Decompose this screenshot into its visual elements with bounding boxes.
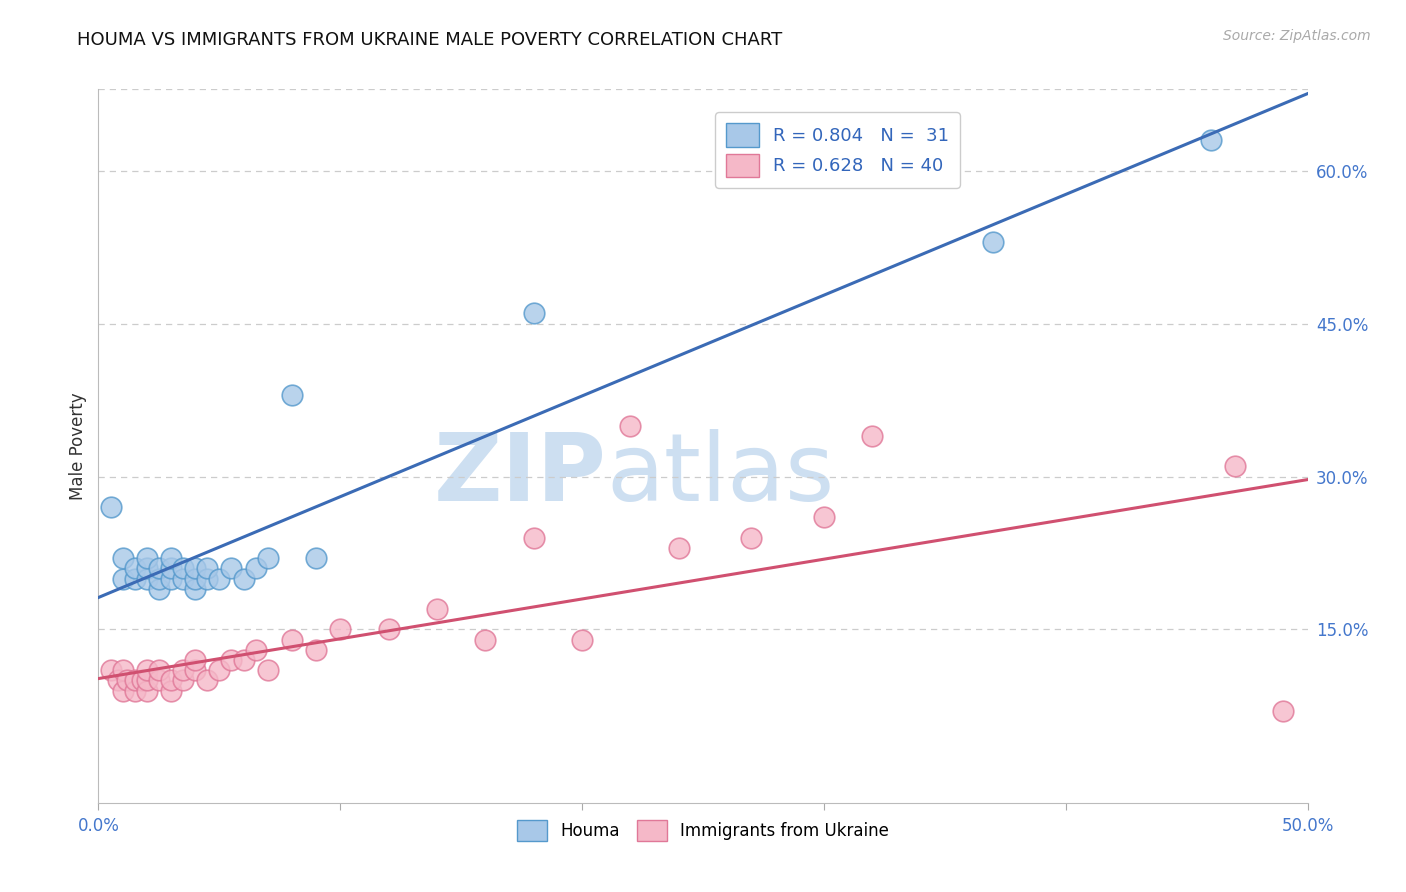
Point (981, 235, 1004, 249)
Point (195, 673, 218, 688)
Point (135, 561, 157, 575)
Point (195, 561, 218, 575)
Point (135, 551, 157, 566)
Point (1223, 459, 1246, 474)
Point (184, 572, 207, 586)
Point (160, 572, 183, 586)
Point (1272, 704, 1295, 718)
Point (124, 673, 146, 688)
Point (195, 572, 218, 586)
Point (184, 653, 207, 667)
Point (426, 602, 449, 616)
Point (474, 632, 496, 647)
Point (256, 551, 278, 566)
Point (148, 673, 170, 688)
Point (221, 561, 243, 575)
Point (124, 683, 146, 698)
Point (172, 663, 194, 677)
Point (135, 572, 157, 586)
Point (135, 663, 157, 677)
Text: atlas: atlas (606, 428, 835, 521)
Point (208, 663, 231, 677)
Point (172, 572, 194, 586)
Point (221, 653, 243, 667)
Point (329, 623, 352, 637)
Point (172, 673, 194, 688)
Text: ZIP: ZIP (433, 428, 606, 521)
Point (160, 551, 183, 566)
Point (281, 632, 304, 647)
Point (131, 673, 153, 688)
Point (148, 561, 170, 575)
Point (100, 663, 122, 677)
Point (377, 623, 399, 637)
Point (148, 572, 170, 586)
Point (148, 582, 170, 596)
Point (668, 541, 690, 555)
Point (1199, 133, 1222, 147)
Point (256, 663, 278, 677)
Point (124, 561, 146, 575)
Point (245, 643, 267, 657)
Point (107, 673, 129, 688)
Point (111, 551, 134, 566)
Legend: Houma, Immigrants from Ukraine: Houma, Immigrants from Ukraine (510, 814, 896, 848)
Point (111, 663, 134, 677)
Point (184, 663, 207, 677)
Point (232, 572, 254, 586)
Y-axis label: Male Poverty: Male Poverty (69, 392, 87, 500)
Point (184, 561, 207, 575)
Text: Source: ZipAtlas.com: Source: ZipAtlas.com (1223, 29, 1371, 43)
Point (172, 561, 194, 575)
Point (148, 663, 170, 677)
Point (135, 673, 157, 688)
Point (281, 388, 304, 402)
Point (160, 683, 183, 698)
Point (135, 683, 157, 698)
Point (232, 653, 254, 667)
Point (740, 531, 762, 545)
Point (111, 572, 134, 586)
Point (571, 632, 593, 647)
Point (245, 561, 267, 575)
Point (111, 683, 134, 698)
Point (184, 582, 207, 596)
Point (523, 306, 546, 320)
Point (619, 418, 641, 433)
Point (100, 500, 122, 515)
Point (305, 551, 328, 566)
Point (160, 561, 183, 575)
Point (860, 429, 883, 443)
Point (523, 531, 546, 545)
Point (124, 572, 146, 586)
Point (117, 673, 139, 688)
Point (305, 643, 328, 657)
Point (160, 673, 183, 688)
Point (813, 510, 835, 524)
Text: HOUMA VS IMMIGRANTS FROM UKRAINE MALE POVERTY CORRELATION CHART: HOUMA VS IMMIGRANTS FROM UKRAINE MALE PO… (77, 31, 783, 49)
Point (208, 572, 231, 586)
